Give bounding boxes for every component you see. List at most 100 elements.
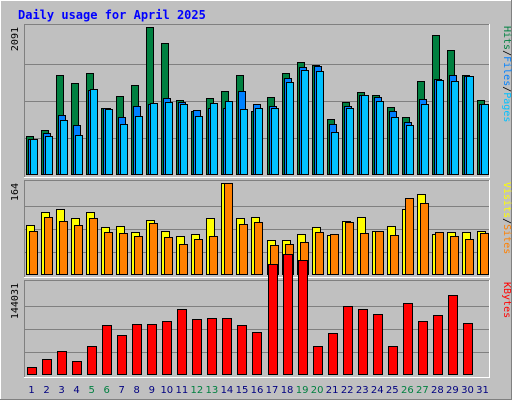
day-label-14: 14 xyxy=(221,385,234,396)
day-label-24: 24 xyxy=(371,385,384,396)
day-label-19: 19 xyxy=(296,385,309,396)
bar-pages-day-21 xyxy=(331,132,339,175)
bar-kbytes-day-12 xyxy=(192,319,202,375)
bar-sites-day-5 xyxy=(89,218,98,275)
bar-pages-day-23 xyxy=(361,95,369,175)
bar-pages-day-10 xyxy=(165,102,173,175)
day-label-16: 16 xyxy=(251,385,264,396)
bar-sites-day-28 xyxy=(435,232,444,275)
bar-sites-day-11 xyxy=(179,244,188,275)
bar-pages-day-20 xyxy=(316,71,324,175)
bar-pages-day-19 xyxy=(301,70,309,175)
bar-pages-day-15 xyxy=(240,109,248,175)
bar-kbytes-day-9 xyxy=(147,324,157,375)
day-label-17: 17 xyxy=(266,385,279,396)
panel-kbytes: 144031 KBytes xyxy=(10,254,512,378)
bar-kbytes-day-21 xyxy=(328,333,338,375)
day-label-12: 12 xyxy=(191,385,204,396)
bar-kbytes-day-15 xyxy=(237,325,247,375)
bar-pages-day-1 xyxy=(30,139,38,175)
day-label-26: 26 xyxy=(401,385,414,396)
day-label-11: 11 xyxy=(175,385,188,396)
bar-pages-day-9 xyxy=(150,103,158,175)
bar-kbytes-day-23 xyxy=(358,309,368,375)
bar-kbytes-day-18 xyxy=(283,254,293,375)
bar-kbytes-day-26 xyxy=(403,303,413,375)
legend-entry: / xyxy=(501,218,512,224)
bar-sites-day-20 xyxy=(315,232,324,275)
bar-pages-day-22 xyxy=(346,108,354,175)
bar-pages-day-8 xyxy=(135,116,143,175)
bar-pages-day-26 xyxy=(406,125,414,175)
day-label-15: 15 xyxy=(236,385,249,396)
bar-sites-day-4 xyxy=(74,225,83,275)
legend-entry: Files xyxy=(501,56,512,86)
bar-kbytes-day-22 xyxy=(343,306,353,375)
day-label-4: 4 xyxy=(73,385,79,396)
day-label-30: 30 xyxy=(461,385,474,396)
legend-entry: / xyxy=(501,86,512,92)
bar-pages-day-3 xyxy=(60,120,68,175)
legend-entry: Sites xyxy=(501,224,512,254)
bar-kbytes-day-25 xyxy=(388,346,398,375)
bar-pages-day-31 xyxy=(481,104,489,175)
panel-max-label: 164 xyxy=(10,183,21,201)
day-label-7: 7 xyxy=(119,385,125,396)
bar-pages-day-2 xyxy=(45,136,53,175)
bar-pages-day-11 xyxy=(180,104,188,175)
day-label-25: 25 xyxy=(386,385,399,396)
bar-sites-day-16 xyxy=(254,222,263,275)
bar-sites-day-15 xyxy=(239,224,248,275)
bar-kbytes-day-24 xyxy=(373,314,383,375)
day-label-23: 23 xyxy=(356,385,369,396)
bar-kbytes-day-3 xyxy=(57,351,67,375)
day-label-9: 9 xyxy=(149,385,155,396)
bar-sites-day-7 xyxy=(119,233,128,275)
chart-title: Daily usage for April 2025 xyxy=(18,8,206,22)
day-label-22: 22 xyxy=(341,385,354,396)
panel-visits-sites: 164 Visits/Sites xyxy=(10,180,512,278)
day-label-28: 28 xyxy=(431,385,444,396)
legend-entry: Hits xyxy=(501,26,512,50)
bar-kbytes-day-28 xyxy=(433,315,443,375)
bar-sites-day-31 xyxy=(480,233,489,275)
day-label-8: 8 xyxy=(134,385,140,396)
bar-sites-day-25 xyxy=(390,235,399,275)
bar-sites-day-23 xyxy=(360,233,369,275)
panel-legend: Hits/Files/Pages xyxy=(501,26,512,122)
bar-sites-day-21 xyxy=(330,234,339,275)
day-label-5: 5 xyxy=(88,385,94,396)
bar-sites-day-22 xyxy=(345,222,354,275)
bar-sites-day-1 xyxy=(29,231,38,275)
day-label-29: 29 xyxy=(446,385,459,396)
bar-sites-day-8 xyxy=(134,236,143,275)
legend-entry: KBytes xyxy=(501,282,512,318)
bar-kbytes-day-13 xyxy=(207,318,217,375)
bar-sites-day-9 xyxy=(149,223,158,275)
bar-kbytes-day-27 xyxy=(418,321,428,375)
bar-kbytes-day-16 xyxy=(252,332,262,375)
panel-legend: Visits/Sites xyxy=(501,182,512,254)
day-label-3: 3 xyxy=(58,385,64,396)
bar-sites-day-26 xyxy=(405,198,414,275)
day-label-2: 2 xyxy=(43,385,49,396)
panel-max-label: 2091 xyxy=(10,27,21,51)
bar-kbytes-day-10 xyxy=(162,321,172,375)
bar-sites-day-10 xyxy=(164,237,173,275)
panel-max-label: 144031 xyxy=(10,283,21,319)
bar-kbytes-day-20 xyxy=(313,346,323,375)
day-label-6: 6 xyxy=(103,385,109,396)
bar-pages-day-14 xyxy=(225,101,233,175)
bar-kbytes-day-29 xyxy=(448,295,458,375)
panel-legend: KBytes xyxy=(501,282,512,318)
bar-kbytes-day-4 xyxy=(72,361,82,375)
bar-pages-day-28 xyxy=(436,80,444,175)
bar-pages-day-16 xyxy=(255,108,263,175)
bar-sites-day-29 xyxy=(450,236,459,275)
bar-kbytes-day-2 xyxy=(42,359,52,375)
bar-pages-day-18 xyxy=(286,82,294,175)
bar-kbytes-day-7 xyxy=(117,335,127,375)
day-label-20: 20 xyxy=(311,385,324,396)
bar-kbytes-day-1 xyxy=(27,367,37,375)
